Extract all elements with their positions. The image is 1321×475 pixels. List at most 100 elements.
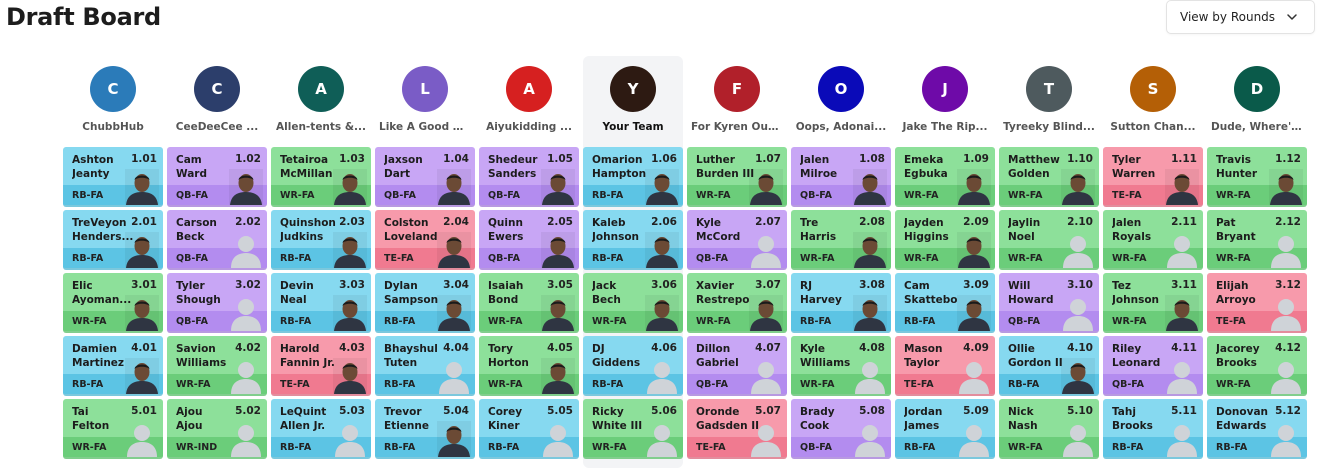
pick-card[interactable]: Isaiah Bond 3.05 WR-FA xyxy=(479,273,579,333)
pick-card[interactable]: Xavier Restrepo 3.07 WR-FA xyxy=(687,273,787,333)
position-team: WR-FA xyxy=(488,379,523,390)
pick-card[interactable]: Quinshon Judkins 2.03 RB-FA xyxy=(271,210,371,270)
pick-card[interactable]: Savion Williams 4.02 WR-FA xyxy=(167,336,267,396)
pick-number: 1.08 xyxy=(859,153,885,165)
pick-number: 4.05 xyxy=(547,342,573,354)
team-header-3[interactable]: A Allen-tents &... xyxy=(271,66,371,136)
pick-card[interactable]: Jalen Milroe 1.08 QB-FA xyxy=(791,147,891,207)
pick-number: 3.10 xyxy=(1067,279,1093,291)
pick-card[interactable]: Tetairoa McMillan 1.03 WR-FA xyxy=(271,147,371,207)
team-header-1[interactable]: C ChubbHub xyxy=(63,66,163,136)
pick-card[interactable]: Jacorey Brooks 4.12 WR-FA xyxy=(1207,336,1307,396)
pick-card[interactable]: Riley Leonard 4.11 QB-FA xyxy=(1103,336,1203,396)
pick-card[interactable]: Devin Neal 3.03 RB-FA xyxy=(271,273,371,333)
team-header-8[interactable]: O Oops, Adonai... xyxy=(791,66,891,136)
pick-card[interactable]: Will Howard 3.10 QB-FA xyxy=(999,273,1099,333)
position-team: QB-FA xyxy=(696,253,729,264)
pick-card[interactable]: Ricky White III 5.06 WR-FA xyxy=(583,399,683,459)
team-avatar-initial: A xyxy=(315,80,327,98)
pick-card[interactable]: Trevor Etienne 5.04 RB-FA xyxy=(375,399,475,459)
player-silhouette-icon xyxy=(541,421,575,457)
pick-card[interactable]: Ollie Gordon II 4.10 RB-FA xyxy=(999,336,1099,396)
pick-card[interactable]: Kyle Williams 4.08 WR-FA xyxy=(791,336,891,396)
player-silhouette-icon xyxy=(1269,232,1303,268)
pick-card[interactable]: LeQuint Allen Jr. 5.03 RB-FA xyxy=(271,399,371,459)
pick-card[interactable]: Quinn Ewers 2.05 QB-FA xyxy=(479,210,579,270)
team-header-2[interactable]: C CeeDeeCee ... xyxy=(167,66,267,136)
player-first-name: Quinn xyxy=(488,217,523,229)
team-header-11[interactable]: S Sutton Chan... xyxy=(1103,66,1203,136)
pick-number: 4.12 xyxy=(1275,342,1301,354)
team-header-5[interactable]: A Aiyukidding ... xyxy=(479,66,579,136)
pick-card[interactable]: Oronde Gadsden II 5.07 TE-FA xyxy=(687,399,787,459)
pick-card[interactable]: Kyle McCord 2.07 QB-FA xyxy=(687,210,787,270)
pick-card[interactable]: Dillon Gabriel 4.07 QB-FA xyxy=(687,336,787,396)
team-header-7[interactable]: F For Kyren Out... xyxy=(687,66,787,136)
pick-card[interactable]: Dylan Sampson 3.04 RB-FA xyxy=(375,273,475,333)
team-name: ChubbHub xyxy=(82,121,144,133)
pick-card[interactable]: Tory Horton 4.05 WR-FA xyxy=(479,336,579,396)
pick-card[interactable]: Colston Loveland 2.04 TE-FA xyxy=(375,210,475,270)
pick-card[interactable]: Jayden Higgins 2.09 WR-FA xyxy=(895,210,995,270)
pick-card[interactable]: Tahj Brooks 5.11 RB-FA xyxy=(1103,399,1203,459)
team-header-12[interactable]: D Dude, Where'... xyxy=(1207,66,1307,136)
pick-card[interactable]: Tez Johnson 3.11 WR-FA xyxy=(1103,273,1203,333)
pick-card[interactable]: TreVeyon Henders... 2.01 RB-FA xyxy=(63,210,163,270)
team-header-9[interactable]: J Jake The Rip... xyxy=(895,66,995,136)
player-headshot xyxy=(957,169,991,205)
pick-card[interactable]: Harold Fannin Jr. 4.03 TE-FA xyxy=(271,336,371,396)
pick-card[interactable]: Luther Burden III 1.07 WR-FA xyxy=(687,147,787,207)
pick-number: 4.06 xyxy=(651,342,677,354)
pick-card[interactable]: Tai Felton 5.01 WR-FA xyxy=(63,399,163,459)
pick-card[interactable]: Elijah Arroyo 3.12 TE-FA xyxy=(1207,273,1307,333)
pick-card[interactable]: Bhayshul Tuten 4.04 RB-FA xyxy=(375,336,475,396)
pick-card[interactable]: Jaylin Noel 2.10 WR-FA xyxy=(999,210,1099,270)
view-mode-select[interactable]: View by Rounds xyxy=(1166,0,1315,34)
team-name: Like A Good N... xyxy=(379,121,474,133)
pick-card[interactable]: Tre Harris 2.08 WR-FA xyxy=(791,210,891,270)
pick-card[interactable]: Donovan Edwards 5.12 RB-FA xyxy=(1207,399,1307,459)
pick-card[interactable]: Tyler Warren 1.11 TE-FA xyxy=(1103,147,1203,207)
pick-card[interactable]: Corey Kiner 5.05 RB-FA xyxy=(479,399,579,459)
position-team: TE-FA xyxy=(904,379,934,390)
pick-card[interactable]: Brady Cook 5.08 QB-FA xyxy=(791,399,891,459)
team-header-6[interactable]: Y Your Team xyxy=(583,66,683,136)
player-headshot xyxy=(333,358,367,394)
pick-card[interactable]: Ajou Ajou 5.02 WR-IND xyxy=(167,399,267,459)
pick-card[interactable]: Nick Nash 5.10 WR-FA xyxy=(999,399,1099,459)
pick-card[interactable]: Elic Ayoman... 3.01 WR-FA xyxy=(63,273,163,333)
pick-card[interactable]: Jaxson Dart 1.04 QB-FA xyxy=(375,147,475,207)
pick-card[interactable]: Shedeur Sanders 1.05 QB-FA xyxy=(479,147,579,207)
pick-card[interactable]: Carson Beck 2.02 QB-FA xyxy=(167,210,267,270)
team-header-4[interactable]: L Like A Good N... xyxy=(375,66,475,136)
pick-card[interactable]: Damien Martinez 4.01 RB-FA xyxy=(63,336,163,396)
team-avatar-initial: D xyxy=(1250,80,1264,98)
pick-card[interactable]: Travis Hunter 1.12 WR-FA xyxy=(1207,147,1307,207)
pick-card[interactable]: Cam Skattebo 3.09 RB-FA xyxy=(895,273,995,333)
pick-card[interactable]: RJ Harvey 3.08 RB-FA xyxy=(791,273,891,333)
team-header-10[interactable]: T Tyreeky Blind... xyxy=(999,66,1099,136)
pick-card[interactable]: Mason Taylor 4.09 TE-FA xyxy=(895,336,995,396)
team-name: Dude, Where'... xyxy=(1211,121,1304,133)
pick-card[interactable]: Jack Bech 3.06 WR-FA xyxy=(583,273,683,333)
pick-card[interactable]: Jalen Royals 2.11 WR-FA xyxy=(1103,210,1203,270)
player-first-name: DJ xyxy=(592,343,605,355)
player-first-name: Dylan xyxy=(384,280,418,292)
pick-card[interactable]: Ashton Jeanty 1.01 RB-FA xyxy=(63,147,163,207)
player-headshot xyxy=(645,169,679,205)
player-first-name: Ashton xyxy=(72,154,114,166)
pick-card[interactable]: Pat Bryant 2.12 WR-FA xyxy=(1207,210,1307,270)
pick-card[interactable]: Kaleb Johnson 2.06 RB-FA xyxy=(583,210,683,270)
pick-card[interactable]: Cam Ward 1.02 QB-FA xyxy=(167,147,267,207)
pick-card[interactable]: Omarion Hampton 1.06 RB-FA xyxy=(583,147,683,207)
pick-card[interactable]: DJ Giddens 4.06 RB-FA xyxy=(583,336,683,396)
pick-number: 5.09 xyxy=(963,405,989,417)
pick-card[interactable]: Matthew Golden 1.10 WR-FA xyxy=(999,147,1099,207)
player-first-name: Trevor xyxy=(384,406,422,418)
pick-number: 1.05 xyxy=(547,153,573,165)
pick-card[interactable]: Emeka Egbuka 1.09 WR-FA xyxy=(895,147,995,207)
pick-card[interactable]: Jordan James 5.09 RB-FA xyxy=(895,399,995,459)
team-avatar: O xyxy=(818,66,864,112)
pick-card[interactable]: Tyler Shough 3.02 QB-FA xyxy=(167,273,267,333)
position-team: QB-FA xyxy=(800,442,833,453)
